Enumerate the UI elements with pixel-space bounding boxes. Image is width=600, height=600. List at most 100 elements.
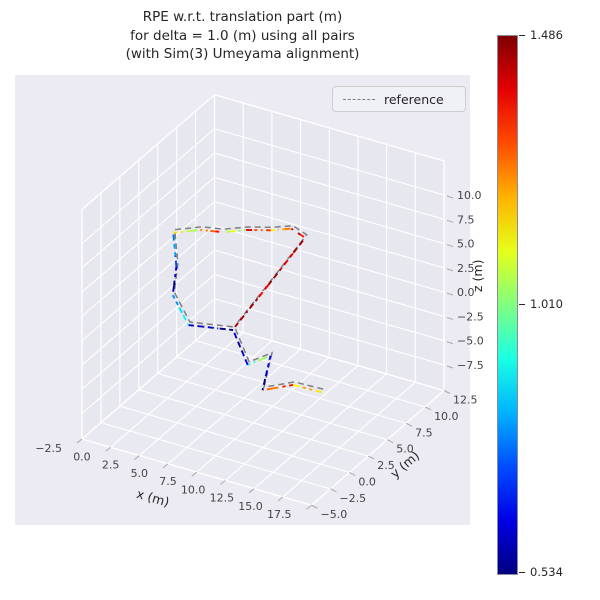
trajectory-segment xyxy=(262,387,273,392)
trajectory-segment xyxy=(215,230,223,234)
trajectory-segment xyxy=(218,327,234,332)
colorbar-label-mid: 1.010 xyxy=(530,297,563,311)
x-tick-label: 0.0 xyxy=(73,450,91,463)
grid-line-x-floor xyxy=(110,332,244,448)
trajectory-segment xyxy=(277,228,285,231)
title-line-3: (with Sim(3) Umeyama alignment) xyxy=(125,46,360,62)
x-tick-mark xyxy=(134,455,140,460)
trajectory-segment xyxy=(300,233,306,239)
z-tick-mark xyxy=(446,268,454,272)
grid-line-z-left xyxy=(81,298,215,414)
x-tick-label: 12.5 xyxy=(210,492,235,505)
y-tick-mark xyxy=(311,504,318,509)
x-tick-mark xyxy=(277,496,284,502)
grid-line-x-floor xyxy=(167,348,301,465)
title-line-1: RPE w.r.t. translation part (m) xyxy=(142,9,343,25)
trajectory-segment xyxy=(173,275,177,286)
trajectory-segment xyxy=(241,352,249,366)
box-edge xyxy=(81,323,215,440)
trajectory-segment xyxy=(173,230,183,234)
grid-line-z-right xyxy=(214,249,445,317)
colorbar-label-max: 1.486 xyxy=(530,28,563,42)
x-tick-mark xyxy=(162,463,169,469)
z-tick-mark xyxy=(446,341,454,345)
x-tick-label: 2.5 xyxy=(102,459,120,472)
grid-line-z-right xyxy=(214,273,445,342)
z-tick-label: −2.5 xyxy=(457,310,484,323)
plot-title: RPE w.r.t. translation part (m) for delt… xyxy=(15,8,470,64)
trajectory-segment xyxy=(267,268,282,286)
grid-line-z-left xyxy=(81,249,215,366)
trajectory-segment xyxy=(232,329,239,343)
trajectory-segment xyxy=(270,228,278,232)
box-edge xyxy=(311,390,445,506)
x-tick-label: 5.0 xyxy=(131,467,149,480)
z-tick-mark xyxy=(446,365,454,369)
x-tick-label: 17.5 xyxy=(267,508,292,521)
grid-line-z-left xyxy=(81,176,215,293)
grid-line-z-right xyxy=(214,225,445,293)
trajectory-segment xyxy=(256,284,270,300)
z-tick-label: 7.5 xyxy=(457,213,475,226)
grid-line-x-floor xyxy=(253,373,387,490)
y-tick-mark xyxy=(405,422,413,427)
z-tick-label: 5.0 xyxy=(457,238,475,251)
trajectory-segment xyxy=(292,384,303,389)
trajectory-segment xyxy=(282,384,294,388)
grid-line-y-floor xyxy=(119,405,350,473)
y-tick-label: 7.5 xyxy=(415,426,433,439)
trajectory-segment xyxy=(292,237,306,255)
colorbar-label-min: 0.534 xyxy=(530,565,563,579)
trajectory-segment xyxy=(188,324,204,328)
grid-line-x-floor xyxy=(196,356,330,473)
legend: reference xyxy=(332,86,466,112)
z-tick-mark xyxy=(446,244,454,248)
x-tick-label: 7.5 xyxy=(159,475,177,488)
grid-line-z-left xyxy=(81,274,215,390)
y-tick-mark xyxy=(443,390,451,394)
trajectory-segment xyxy=(280,252,294,270)
y-tick-label: 12.5 xyxy=(453,393,478,406)
grid-line-z-right xyxy=(214,176,445,245)
reference-dashed-line-icon xyxy=(343,98,375,100)
trajectory-segment xyxy=(177,304,185,316)
trajectory-segment xyxy=(182,229,192,233)
x-tick-mark xyxy=(220,480,226,485)
y-tick-label: 5.0 xyxy=(396,443,414,456)
z-tick-label: 10.0 xyxy=(457,189,482,202)
x-tick-mark xyxy=(191,471,198,477)
box-edge xyxy=(81,94,215,210)
trajectory-segment xyxy=(237,341,244,354)
trajectory-segment xyxy=(200,228,208,232)
trajectory-segment xyxy=(230,229,239,233)
z-tick-mark xyxy=(446,219,454,223)
y-tick-mark xyxy=(424,406,432,411)
z-tick-mark xyxy=(446,316,454,320)
trajectory-segment xyxy=(174,266,178,277)
grid-line-z-left xyxy=(81,128,215,244)
trajectory-segment xyxy=(247,360,256,366)
z-tick-label: 2.5 xyxy=(457,262,475,275)
trajectory-segment xyxy=(245,298,259,314)
colorbar: 1.486 1.010 0.534 xyxy=(497,28,597,579)
box-edge xyxy=(214,94,445,162)
trajectory-segment xyxy=(203,325,219,330)
trajectory-segment xyxy=(254,357,264,363)
trajectory-segment xyxy=(174,255,178,267)
grid-line-z-left xyxy=(81,152,215,269)
x-tick-label: 10.0 xyxy=(181,483,206,496)
y-tick-mark xyxy=(368,455,375,460)
grid-line-z-right xyxy=(214,201,445,269)
trajectory-segment xyxy=(311,388,322,394)
y-tick-mark xyxy=(349,472,356,476)
y-tick-mark xyxy=(386,439,394,444)
x-tick-label: −2.5 xyxy=(35,442,62,455)
grid-line-y-floor xyxy=(176,356,407,424)
x-tick-mark xyxy=(105,446,112,452)
x-tick-mark xyxy=(306,504,312,510)
trajectory-segment xyxy=(272,385,284,390)
trajectory-segment xyxy=(264,366,269,379)
grid-line-y-floor xyxy=(195,340,426,408)
grid-line-x-floor xyxy=(139,340,273,456)
